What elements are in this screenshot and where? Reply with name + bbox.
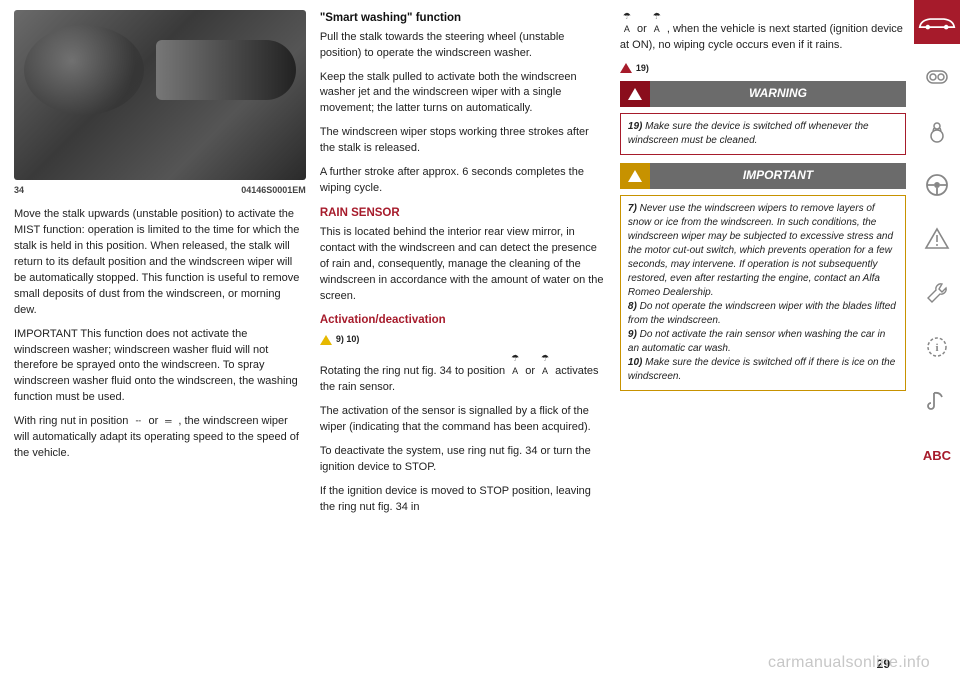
caution-reference: 9) 10): [320, 333, 606, 346]
car-silhouette-icon: [914, 11, 960, 34]
text: Rotating the ring nut fig. 34 to positio…: [320, 365, 508, 377]
figure-caption: 34 04146S0001EM: [14, 184, 306, 197]
abc-label[interactable]: ABC: [923, 448, 951, 463]
note-text: Never use the windscreen wipers to remov…: [628, 203, 893, 298]
column-1: 34 04146S0001EM Move the stalk upwards (…: [14, 10, 306, 668]
important-note-box: 7) Never use the windscreen wipers to re…: [620, 195, 906, 391]
svg-text:i: i: [935, 342, 938, 354]
watermark: carmanualsonline.info: [768, 654, 930, 672]
important-banner: IMPORTANT: [620, 163, 906, 189]
note-number: 7): [628, 203, 637, 214]
paragraph: ☂A or ☂A , when the vehicle is next star…: [620, 10, 906, 54]
paragraph: Pull the stalk towards the steering whee…: [320, 30, 606, 62]
warning-banner: WARNING: [620, 81, 906, 107]
paragraph: Move the stalk upwards (unstable positio…: [14, 207, 306, 319]
paragraph: With ring nut in position ╌ or ═ , the w…: [14, 414, 306, 462]
paragraph: Rotating the ring nut fig. 34 to positio…: [320, 352, 606, 396]
warning-triangle-icon: [620, 63, 632, 73]
wrench-icon[interactable]: [922, 278, 952, 308]
column-3: ☂A or ☂A , when the vehicle is next star…: [620, 10, 906, 668]
music-note-icon[interactable]: [922, 386, 952, 416]
rain-auto-icon: ☂A: [538, 352, 552, 378]
paragraph: A further stroke after approx. 6 seconds…: [320, 165, 606, 197]
note-text: Make sure the device is switched off whe…: [628, 121, 869, 146]
reference-numbers: 19): [636, 62, 649, 75]
paragraph: The activation of the sensor is signalle…: [320, 404, 606, 436]
reference-numbers: 9) 10): [336, 333, 360, 346]
important-banner-label: IMPORTANT: [650, 163, 906, 189]
rain-auto-a-icon: ☂A: [620, 10, 634, 36]
note-number: 10): [628, 357, 642, 368]
heading-rain-sensor: RAIN SENSOR: [320, 205, 606, 222]
paragraph: IMPORTANT This function does not activat…: [14, 327, 306, 407]
rain-auto-a-icon: ☂A: [508, 352, 522, 378]
sidebar-nav: i ABC: [914, 0, 960, 678]
paragraph: If the ignition device is moved to STOP …: [320, 484, 606, 516]
airbag-icon[interactable]: [922, 116, 952, 146]
warning-triangle-icon[interactable]: [922, 224, 952, 254]
content-area: 34 04146S0001EM Move the stalk upwards (…: [0, 0, 914, 678]
paragraph: The windscreen wiper stops working three…: [320, 125, 606, 157]
sidebar-active-tab[interactable]: [914, 0, 960, 44]
note-text: Make sure the device is switched off if …: [628, 357, 895, 382]
note-number: 8): [628, 301, 637, 312]
warning-reference: 19): [620, 62, 906, 75]
warning-banner-label: WARNING: [650, 81, 906, 107]
note-number: 9): [628, 329, 637, 340]
figure-code: 04146S0001EM: [241, 184, 306, 197]
steering-wheel-icon[interactable]: [922, 170, 952, 200]
warning-banner-icon: [620, 81, 650, 107]
info-gear-icon[interactable]: i: [922, 332, 952, 362]
figure-image: [14, 10, 306, 180]
note-text: Do not activate the rain sensor when was…: [628, 329, 885, 354]
note-text: Do not operate the windscreen wiper with…: [628, 301, 896, 326]
figure-number: 34: [14, 184, 24, 197]
warning-note-box: 19) Make sure the device is switched off…: [620, 113, 906, 155]
text: or: [145, 415, 161, 427]
paragraph: This is located behind the interior rear…: [320, 225, 606, 305]
wiper-slow-icon: ╌: [131, 415, 145, 428]
paragraph: To deactivate the system, use ring nut f…: [320, 444, 606, 476]
wiper-fast-icon: ═: [161, 415, 175, 428]
page: 34 04146S0001EM Move the stalk upwards (…: [0, 0, 960, 678]
important-banner-icon: [620, 163, 650, 189]
note-number: 19): [628, 121, 642, 132]
rain-auto-icon: ☂A: [650, 10, 664, 36]
text: or: [634, 23, 650, 35]
column-2: "Smart washing" function Pull the stalk …: [320, 10, 606, 668]
dashboard-icon[interactable]: [922, 62, 952, 92]
text: With ring nut in position: [14, 415, 131, 427]
heading-smart-washing: "Smart washing" function: [320, 10, 606, 27]
text: or: [522, 365, 538, 377]
paragraph: Keep the stalk pulled to activate both t…: [320, 70, 606, 118]
caution-triangle-icon: [320, 335, 332, 345]
heading-activation: Activation/deactivation: [320, 312, 606, 329]
